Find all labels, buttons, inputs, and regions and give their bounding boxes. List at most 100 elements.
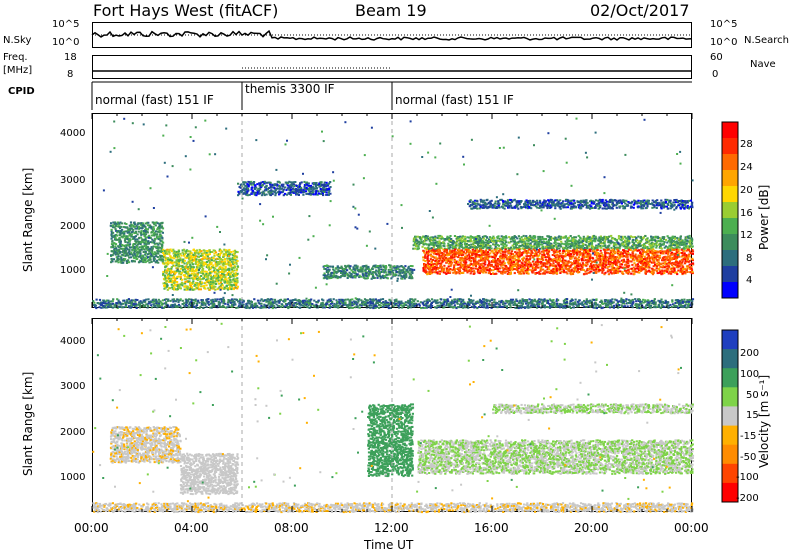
- power-point: [140, 256, 143, 259]
- power-point: [666, 268, 669, 271]
- power-point: [616, 271, 619, 274]
- power-point: [565, 268, 568, 271]
- power-point: [469, 235, 472, 238]
- power-point: [650, 261, 654, 264]
- power-point: [195, 277, 199, 280]
- power-point: [613, 266, 616, 269]
- power-point: [476, 237, 479, 240]
- power-point: [526, 268, 529, 271]
- power-point: [624, 247, 627, 250]
- power-point: [241, 192, 244, 195]
- power-point: [158, 227, 161, 230]
- power-point: [512, 257, 515, 260]
- power-point: [205, 265, 208, 268]
- power-point: [630, 260, 633, 263]
- power-point: [541, 245, 544, 248]
- power-point: [403, 274, 406, 277]
- power-point: [599, 245, 602, 247]
- power-point: [513, 247, 516, 250]
- power-point: [526, 265, 529, 268]
- power-point: [487, 260, 491, 263]
- power-point: [204, 281, 207, 284]
- power-point: [458, 268, 461, 271]
- power-point: [569, 257, 572, 260]
- power-point: [540, 240, 543, 243]
- power-point: [528, 265, 531, 268]
- power-point: [647, 247, 650, 250]
- power-point: [532, 269, 535, 272]
- power-point: [228, 251, 231, 254]
- power-point: [224, 267, 227, 270]
- power-point: [627, 260, 630, 263]
- power-point: [677, 264, 680, 267]
- power-point: [492, 269, 495, 272]
- power-point: [544, 262, 547, 265]
- power-point: [426, 243, 429, 246]
- power-point: [200, 281, 203, 284]
- power-point: [575, 266, 578, 269]
- power-point: [111, 254, 114, 257]
- power-point: [595, 268, 598, 271]
- power-point: [177, 255, 181, 258]
- power-point: [374, 264, 377, 267]
- power-point: [464, 257, 467, 260]
- power-point: [637, 267, 640, 270]
- power-point: [156, 235, 159, 238]
- power-point: [148, 261, 151, 264]
- power-point: [153, 258, 156, 260]
- power-point: [128, 256, 131, 259]
- power-point: [636, 258, 639, 261]
- power-point: [430, 260, 434, 263]
- power-point: [449, 241, 452, 243]
- power-point: [654, 243, 657, 246]
- power-point: [626, 250, 629, 253]
- power-point: [664, 260, 667, 263]
- power-point: [464, 263, 467, 265]
- power-point: [688, 263, 691, 266]
- power-point: [476, 248, 479, 251]
- power-point: [166, 285, 169, 288]
- power-point: [161, 231, 164, 234]
- power-point: [258, 187, 262, 190]
- power-point: [151, 241, 154, 244]
- power-point: [279, 187, 283, 190]
- power-point: [687, 266, 690, 269]
- power-point: [643, 243, 646, 246]
- power-point: [186, 255, 189, 258]
- power-point: [553, 248, 556, 251]
- power-point: [671, 247, 674, 250]
- power-point: [442, 257, 445, 260]
- power-point: [228, 270, 231, 273]
- power-point: [422, 243, 425, 246]
- power-point: [582, 264, 585, 267]
- power-point: [177, 262, 180, 265]
- power-point: [435, 253, 439, 256]
- power-point: [351, 271, 354, 273]
- power-point: [604, 256, 607, 259]
- power-point: [219, 285, 222, 288]
- power-point: [268, 181, 271, 184]
- power-point: [477, 254, 481, 257]
- power-point: [592, 269, 595, 271]
- power-point: [588, 265, 592, 268]
- power-point: [135, 224, 138, 227]
- power-point: [667, 247, 670, 250]
- power-point: [180, 278, 184, 281]
- power-point: [673, 235, 676, 238]
- power-point: [614, 237, 617, 240]
- power-point: [619, 245, 622, 248]
- power-point: [222, 275, 225, 278]
- power-point: [136, 233, 139, 236]
- power-point: [195, 260, 198, 263]
- power-point: [172, 284, 175, 287]
- power-point: [156, 230, 159, 233]
- power-point: [123, 234, 126, 237]
- power-point: [478, 264, 481, 267]
- power-point: [595, 251, 598, 254]
- power-point: [585, 272, 588, 275]
- power-point: [631, 255, 634, 257]
- power-point: [484, 256, 487, 259]
- power-point: [328, 275, 331, 278]
- power-point: [263, 192, 266, 195]
- nave-tick-top: 60: [710, 52, 723, 63]
